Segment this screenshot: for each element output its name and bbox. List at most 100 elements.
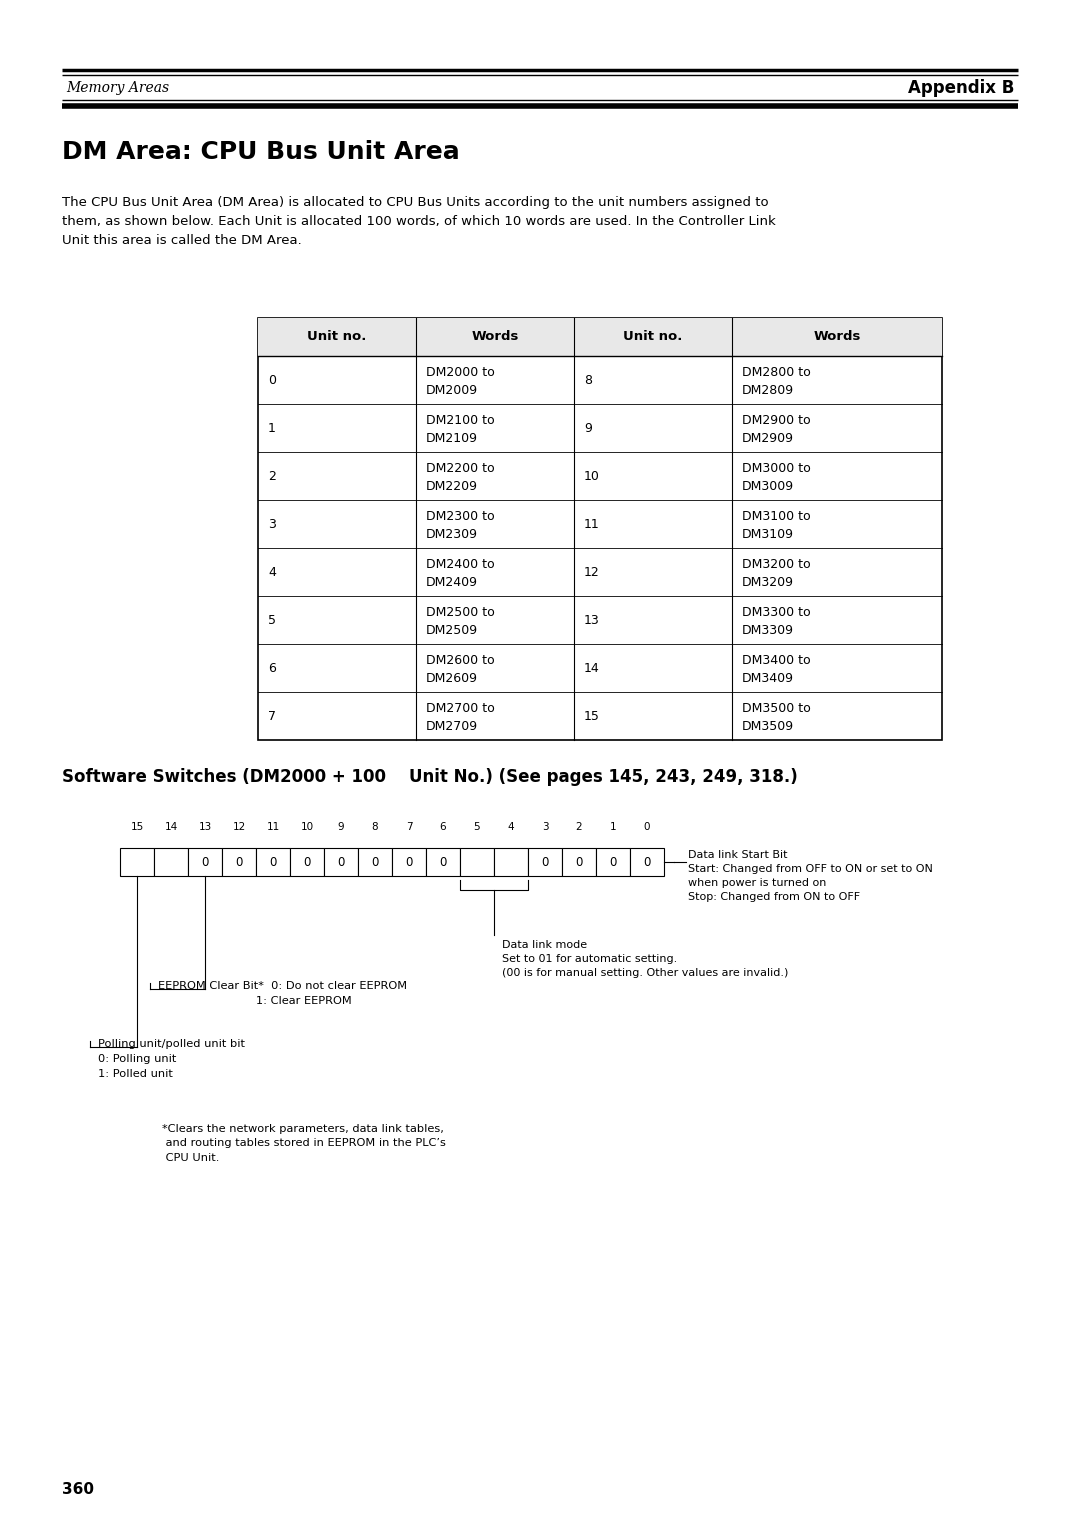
Text: 14: 14 [164,822,177,833]
Text: 360: 360 [62,1482,94,1497]
Text: DM3009: DM3009 [742,480,794,492]
Text: DM2100 to: DM2100 to [426,414,495,426]
Bar [258,318,942,740]
Text: 0: 0 [576,856,583,868]
Text: 12: 12 [584,565,599,579]
Text: 5: 5 [268,614,276,626]
Text: DM3400 to: DM3400 to [742,654,811,666]
Bar [528,848,562,876]
Text: DM2000 to: DM2000 to [426,365,495,379]
Text: 10: 10 [300,822,313,833]
Text: 4: 4 [268,565,275,579]
Text: 3: 3 [268,518,275,530]
Text: Data link mode
Set to 01 for automatic setting.
(00 is for manual setting. Other: Data link mode Set to 01 for automatic s… [502,940,788,978]
Bar [256,848,291,876]
Text: DM2009: DM2009 [426,384,478,396]
Text: 5: 5 [474,822,481,833]
Text: DM2109: DM2109 [426,431,478,445]
Bar [120,848,154,876]
Text: Unit no.: Unit no. [308,330,367,344]
Bar [357,848,392,876]
Text: EEPROM Clear Bit*  0: Do not clear EEPROM
                           1: Clear EE: EEPROM Clear Bit* 0: Do not clear EEPROM… [158,981,407,1005]
Text: 0: 0 [372,856,379,868]
Text: DM2609: DM2609 [426,671,478,685]
Text: DM2500 to: DM2500 to [426,605,495,619]
Text: DM2200 to: DM2200 to [426,461,495,475]
Text: 9: 9 [338,822,345,833]
Text: DM3500 to: DM3500 to [742,701,811,715]
Text: DM2600 to: DM2600 to [426,654,495,666]
Bar [392,848,426,876]
Text: DM3109: DM3109 [742,527,794,541]
Text: DM2400 to: DM2400 to [426,558,495,570]
Text: DM2309: DM2309 [426,527,478,541]
Text: 8: 8 [372,822,378,833]
Text: 0: 0 [644,856,650,868]
Text: Unit no.: Unit no. [623,330,683,344]
Bar [188,848,222,876]
Text: Words: Words [471,330,518,344]
Text: 7: 7 [406,822,413,833]
Text: 11: 11 [584,518,599,530]
Text: DM3209: DM3209 [742,576,794,588]
Text: DM3000 to: DM3000 to [742,461,811,475]
Text: DM2909: DM2909 [742,431,794,445]
Text: DM2509: DM2509 [426,623,478,637]
Text: 12: 12 [232,822,245,833]
Text: 6: 6 [440,822,446,833]
Text: 0: 0 [201,856,208,868]
Text: 15: 15 [131,822,144,833]
Bar [494,848,528,876]
Text: DM3409: DM3409 [742,671,794,685]
Bar [154,848,188,876]
Text: 10: 10 [584,469,599,483]
Text: DM3509: DM3509 [742,720,794,732]
Text: Data link Start Bit
Start: Changed from OFF to ON or set to ON
when power is tur: Data link Start Bit Start: Changed from … [688,850,933,902]
Text: 13: 13 [199,822,212,833]
Text: DM2409: DM2409 [426,576,478,588]
Text: Memory Areas: Memory Areas [66,81,170,95]
Text: 0: 0 [541,856,549,868]
Text: 15: 15 [584,709,599,723]
Text: DM3100 to: DM3100 to [742,509,811,523]
Text: 1: 1 [268,422,275,434]
Bar [291,848,324,876]
Bar [596,848,630,876]
Text: 0: 0 [235,856,243,868]
Text: Polling unit/polled unit bit
0: Polling unit
1: Polled unit: Polling unit/polled unit bit 0: Polling … [98,1039,245,1079]
Text: 2: 2 [576,822,582,833]
Text: 0: 0 [268,373,276,387]
Text: DM2900 to: DM2900 to [742,414,811,426]
Text: 3: 3 [542,822,549,833]
Text: 14: 14 [584,662,599,674]
Text: 1: 1 [610,822,617,833]
Text: Software Switches (DM2000 + 100    Unit No.) (See pages 145, 243, 249, 318.): Software Switches (DM2000 + 100 Unit No.… [62,769,798,785]
Text: Appendix B: Appendix B [907,79,1014,96]
Text: DM2800 to: DM2800 to [742,365,811,379]
Bar [222,848,256,876]
Text: 0: 0 [337,856,345,868]
Text: Words: Words [813,330,861,344]
Text: DM2700 to: DM2700 to [426,701,495,715]
Text: 11: 11 [267,822,280,833]
Text: 0: 0 [644,822,650,833]
Text: 6: 6 [268,662,275,674]
Text: 0: 0 [609,856,617,868]
Text: 2: 2 [268,469,275,483]
Text: 0: 0 [440,856,447,868]
Text: DM2809: DM2809 [742,384,794,396]
Bar [426,848,460,876]
Bar [630,848,664,876]
Text: DM2300 to: DM2300 to [426,509,495,523]
Text: 7: 7 [268,709,276,723]
Text: 8: 8 [584,373,592,387]
Text: *Clears the network parameters, data link tables,
 and routing tables stored in : *Clears the network parameters, data lin… [162,1125,446,1163]
Text: 0: 0 [303,856,311,868]
Bar [460,848,494,876]
Text: DM3300 to: DM3300 to [742,605,811,619]
Text: DM3309: DM3309 [742,623,794,637]
Text: 0: 0 [405,856,413,868]
Bar [324,848,357,876]
Text: 13: 13 [584,614,599,626]
Text: 9: 9 [584,422,592,434]
